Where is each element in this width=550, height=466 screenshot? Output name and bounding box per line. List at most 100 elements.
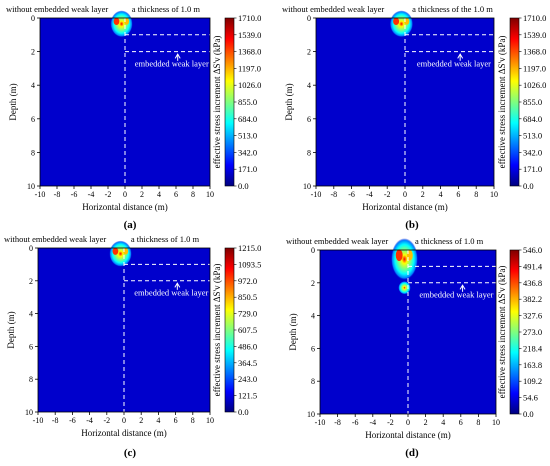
colorbar-tick-label: 121.5 <box>238 391 257 401</box>
y-tick-label: 2 <box>311 279 315 288</box>
panel-label: (c) <box>124 447 137 459</box>
weak-layer-arrowhead <box>174 53 181 59</box>
y-tick-label: 10 <box>303 182 311 191</box>
colorbar-tick-label: 1368.0 <box>523 47 546 57</box>
colorbar-tick-label: 342.0 <box>523 147 542 157</box>
y-tick-label: 8 <box>311 377 315 386</box>
x-axis-label: Horizontal distance (m) <box>365 430 450 440</box>
colorbar-tick-label: 1093.5 <box>238 259 261 269</box>
inset-label: embedded weak layer <box>134 288 208 298</box>
x-tick-label: -8 <box>54 190 61 199</box>
top-label-right: a thickness of 1.0 m <box>132 4 201 14</box>
y-tick-label: 6 <box>307 115 311 124</box>
weak-layer-arrowhead <box>457 53 464 59</box>
x-tick-label: -6 <box>352 418 359 427</box>
colorbar-tick-label: 342.0 <box>238 147 257 157</box>
y-tick-label: 4 <box>311 312 315 321</box>
colorbar-tick-label: 972.0 <box>238 276 257 286</box>
x-tick-label: 10 <box>492 418 500 427</box>
x-axis-label: Horizontal distance (m) <box>82 202 167 212</box>
top-label-left: without embedded weak layer <box>282 4 384 14</box>
y-tick-label: 0 <box>31 14 35 23</box>
x-tick-label: -2 <box>384 190 391 199</box>
colorbar-tick-label: 1026.0 <box>238 80 261 90</box>
panel-label: (b) <box>405 219 419 231</box>
panel-label: (d) <box>405 447 419 459</box>
y-tick-label: 4 <box>29 310 33 319</box>
panel-label: (a) <box>124 219 137 231</box>
colorbar-tick-label: 0.0 <box>523 409 534 419</box>
x-tick-label: -2 <box>387 418 394 427</box>
colorbar-tick-label: 109.2 <box>523 376 542 386</box>
x-tick-label: 6 <box>459 418 463 427</box>
colorbar-tick-label: 218.4 <box>523 343 543 353</box>
colorbar-tick-label: 684.0 <box>523 114 542 124</box>
x-tick-label: 8 <box>191 416 195 425</box>
x-tick-label: -6 <box>69 416 76 425</box>
weak-layer-arrowhead <box>459 284 466 290</box>
stress-peak <box>393 17 400 26</box>
stress-plume <box>389 10 414 38</box>
top-label-right: a thickness of the 1.0 m <box>412 4 493 14</box>
colorbar-tick-label: 729.0 <box>238 309 257 319</box>
stress-plume <box>110 10 133 38</box>
inset-label: embedded weak layer <box>419 290 493 300</box>
y-tick-label: 8 <box>307 148 311 157</box>
y-tick-label: 6 <box>31 115 35 124</box>
x-tick-label: 0 <box>123 190 127 199</box>
colorbar-label: effective stress increment ΔS'v (kPa) <box>497 266 507 399</box>
top-label-right: a thickness of 1.0 m <box>131 234 200 244</box>
panel-b: embedded weak layer without embedded weak… <box>282 4 546 231</box>
colorbar-tick-label: 171.0 <box>238 164 257 174</box>
stress-plume-lower <box>398 281 411 295</box>
x-tick-label: 6 <box>174 190 178 199</box>
x-tick-label: 4 <box>156 416 160 425</box>
inset-label: embedded weak layer <box>417 59 491 69</box>
colorbar-tick-label: 1197.0 <box>238 63 261 73</box>
x-tick-label: 6 <box>456 190 460 199</box>
y-tick-label: 0 <box>311 246 315 255</box>
x-tick-label: 0 <box>122 416 126 425</box>
colorbar-tick-label: 855.0 <box>238 97 257 107</box>
colorbar-tick-label: 684.0 <box>238 114 257 124</box>
x-tick-label: 2 <box>140 190 144 199</box>
stress-plume <box>109 240 132 267</box>
y-tick-label: 2 <box>29 277 33 286</box>
x-tick-label: -6 <box>71 190 78 199</box>
colorbar-tick-label: 607.5 <box>238 325 257 335</box>
x-tick-label: -8 <box>334 418 341 427</box>
colorbar-tick-label: 1368.0 <box>238 47 261 57</box>
colorbar-tick-label: 163.8 <box>523 360 542 370</box>
x-tick-label: -4 <box>88 190 95 199</box>
colorbar <box>509 17 520 187</box>
x-tick-label: 0 <box>403 190 407 199</box>
y-tick-label: 0 <box>29 244 33 253</box>
x-tick-label: -4 <box>86 416 93 425</box>
colorbar-tick-label: 1539.0 <box>523 30 546 40</box>
x-tick-label: 8 <box>474 190 478 199</box>
colorbar-tick-label: 850.5 <box>238 292 257 302</box>
x-tick-label: -4 <box>369 418 376 427</box>
colorbar-tick-label: 1539.0 <box>238 30 261 40</box>
y-tick-label: 4 <box>31 81 35 90</box>
colorbar-tick-label: 1710.0 <box>238 13 261 23</box>
colorbar-tick-label: 0.0 <box>523 181 534 191</box>
colorbar-tick-label: 486.0 <box>238 341 257 351</box>
x-tick-label: 2 <box>421 190 425 199</box>
stress-peak <box>112 247 119 255</box>
y-tick-label: 10 <box>25 408 33 417</box>
x-tick-label: -10 <box>35 190 46 199</box>
colorbar-tick-label: 243.0 <box>238 374 257 384</box>
colorbar-label: effective stress increment ΔS'v (kPa) <box>497 36 507 169</box>
colorbar-tick-label: 1026.0 <box>523 80 546 90</box>
colorbar-label: effective stress increment ΔS'v (kPa) <box>212 264 222 397</box>
x-tick-label: -10 <box>315 418 326 427</box>
y-tick-label: 2 <box>307 48 311 57</box>
colorbar-tick-label: 1710.0 <box>523 13 546 23</box>
x-tick-label: 8 <box>476 418 480 427</box>
y-tick-label: 8 <box>29 375 33 384</box>
x-tick-label: 2 <box>139 416 143 425</box>
x-tick-label: 2 <box>424 418 428 427</box>
x-tick-label: -4 <box>366 190 373 199</box>
colorbar <box>224 247 235 413</box>
